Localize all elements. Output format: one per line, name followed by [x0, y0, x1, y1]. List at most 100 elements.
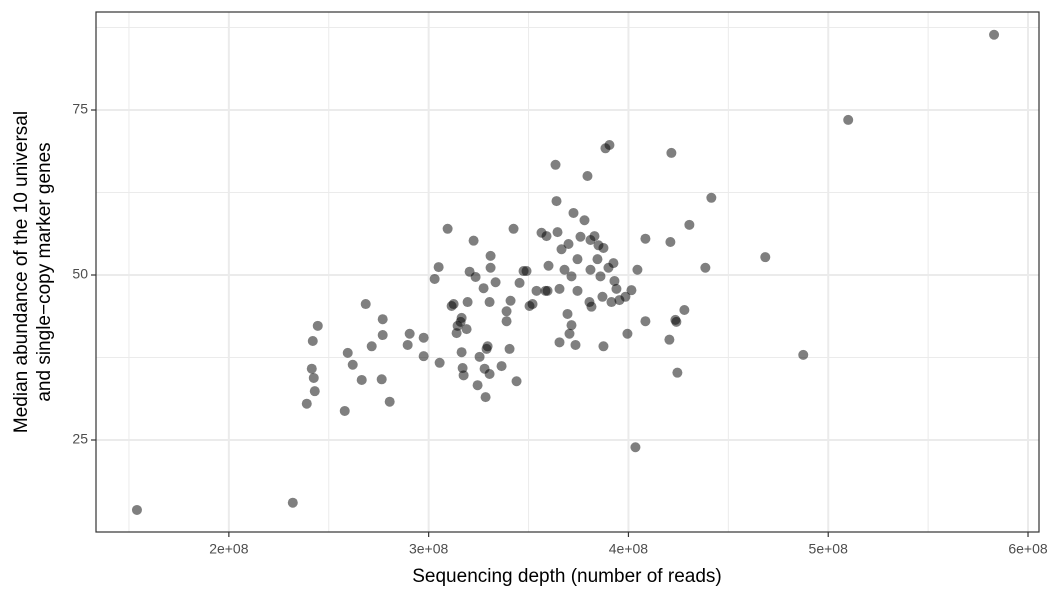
point — [456, 312, 467, 323]
point — [531, 285, 542, 296]
point — [287, 497, 298, 508]
point — [442, 223, 453, 234]
point — [572, 285, 583, 296]
point — [356, 374, 367, 385]
point — [384, 396, 395, 407]
point — [666, 147, 677, 158]
point — [418, 332, 429, 343]
point — [665, 237, 676, 248]
point — [630, 442, 641, 453]
point — [632, 264, 643, 275]
point — [554, 337, 565, 348]
point — [562, 308, 573, 319]
point — [606, 297, 617, 308]
point — [559, 264, 570, 275]
point — [457, 363, 468, 374]
point — [347, 359, 358, 370]
point — [433, 262, 444, 273]
x-tick-label: 5e+08 — [809, 541, 849, 557]
point — [312, 320, 323, 331]
point — [566, 271, 577, 282]
point — [684, 219, 695, 230]
point — [640, 233, 651, 244]
point — [434, 357, 445, 368]
y-tick-label: 75 — [72, 101, 88, 117]
y-tick-label: 25 — [72, 431, 88, 447]
point — [478, 283, 489, 294]
point — [484, 369, 495, 380]
point — [700, 262, 711, 273]
point — [342, 347, 353, 358]
point — [586, 301, 597, 312]
y-tick-label: 50 — [72, 266, 88, 282]
point — [604, 139, 615, 150]
point — [585, 264, 596, 275]
point — [490, 277, 501, 288]
point — [543, 260, 554, 271]
point — [575, 231, 586, 242]
y-axis-title: Median abundance of the 10 universal — [11, 111, 32, 433]
point — [485, 250, 496, 261]
point — [377, 330, 388, 341]
point — [579, 215, 590, 226]
point — [484, 297, 495, 308]
point — [301, 398, 312, 409]
point — [462, 297, 473, 308]
point — [366, 341, 377, 352]
point — [339, 405, 350, 416]
point — [514, 277, 525, 288]
point — [564, 328, 575, 339]
x-tick-label: 6e+08 — [1008, 541, 1048, 557]
point — [377, 314, 388, 325]
point — [461, 324, 472, 335]
point — [470, 271, 481, 282]
point — [505, 295, 516, 306]
y-axis-title: and single−copy marker genes — [34, 142, 55, 401]
point — [664, 334, 675, 345]
point — [671, 316, 682, 327]
point — [679, 304, 690, 315]
point — [611, 283, 622, 294]
point — [472, 380, 483, 391]
point — [501, 306, 512, 317]
point — [508, 223, 519, 234]
point — [552, 227, 563, 238]
point — [448, 299, 459, 310]
point — [521, 266, 532, 277]
point — [589, 231, 600, 242]
point — [620, 291, 631, 302]
point — [595, 271, 606, 282]
point — [429, 273, 440, 284]
x-tick-label: 3e+08 — [409, 541, 449, 557]
point — [541, 231, 552, 242]
point — [501, 316, 512, 327]
point — [485, 262, 496, 273]
grid — [96, 12, 1039, 532]
x-axis-title: Sequencing depth (number of reads) — [412, 566, 721, 587]
point — [131, 504, 142, 515]
point — [798, 349, 809, 360]
point — [480, 392, 491, 403]
point — [511, 376, 522, 387]
point — [496, 361, 507, 372]
point — [592, 254, 603, 265]
point — [307, 336, 318, 347]
point — [309, 386, 320, 397]
point — [404, 328, 415, 339]
point — [527, 299, 538, 310]
point — [572, 254, 583, 265]
point — [760, 252, 771, 263]
point — [306, 363, 317, 374]
point — [550, 159, 561, 170]
point — [376, 374, 387, 385]
point — [582, 171, 593, 182]
point — [598, 341, 609, 352]
point — [554, 283, 565, 294]
point — [989, 29, 1000, 40]
point — [568, 207, 579, 218]
panel-border — [95, 11, 1040, 533]
point — [402, 339, 413, 350]
point — [622, 328, 633, 339]
